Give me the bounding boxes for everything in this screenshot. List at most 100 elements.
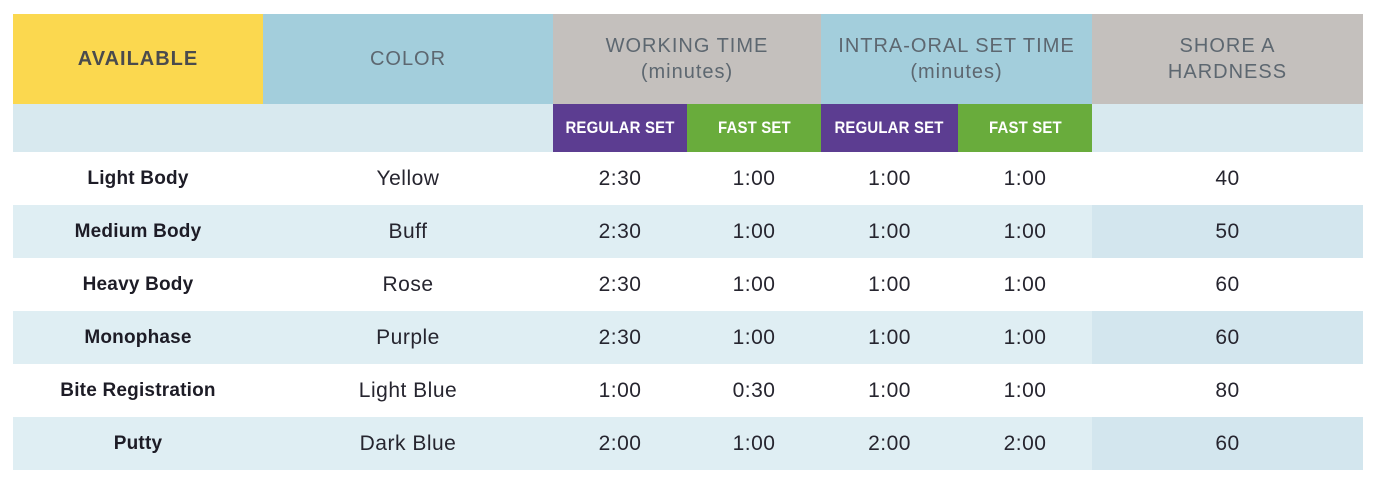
cell-hardness: 40 [1092,152,1363,205]
cell-io-fast: 1:00 [958,205,1092,258]
subheader-wt-regular-set: REGULAR SET [553,104,687,152]
cell-io-regular: 1:00 [821,205,958,258]
color-value: Light Blue [358,378,458,402]
subheader-spacer-right [1092,104,1363,152]
cell-io-fast: 1:00 [958,364,1092,417]
cell-io-fast: 1:00 [958,258,1092,311]
cell-wt-fast: 1:00 [687,258,821,311]
wt-regular-value: 2:00 [598,431,642,455]
cell-wt-regular: 2:30 [553,205,687,258]
cell-io-regular: 1:00 [821,152,958,205]
io-regular-value: 1:00 [868,166,911,190]
wt-regular-value: 1:00 [598,378,642,402]
cell-color: Rose [263,258,553,311]
row-label: Monophase [84,326,192,348]
header-color: COLOR [263,14,553,104]
cell-available: Monophase [13,311,263,364]
io-fast-set-label: FAST SET [988,118,1062,137]
row-label: Heavy Body [82,273,194,295]
hardness-value: 40 [1215,166,1240,190]
cell-hardness: 50 [1092,205,1363,258]
wt-fast-value: 0:30 [732,378,776,402]
wt-regular-set-label: REGULAR SET [565,118,675,137]
cell-wt-regular: 2:30 [553,311,687,364]
cell-hardness: 60 [1092,311,1363,364]
wt-regular-value: 2:30 [598,219,642,243]
spec-table: AVAILABLE COLOR WORKING TIME (minutes) I… [13,14,1363,470]
cell-wt-regular: 2:30 [553,152,687,205]
cell-wt-fast: 1:00 [687,311,821,364]
subheader-wt-fast-set: FAST SET [687,104,821,152]
cell-wt-regular: 2:00 [553,417,687,470]
header-intra-oral-set-time: INTRA-ORAL SET TIME (minutes) [821,14,1092,104]
header-color-label: COLOR [369,48,447,70]
cell-io-regular: 1:00 [821,364,958,417]
wt-fast-value: 1:00 [732,272,776,296]
io-regular-value: 2:00 [868,431,911,455]
cell-color: Dark Blue [263,417,553,470]
cell-available: Light Body [13,152,263,205]
wt-regular-value: 2:30 [598,272,642,296]
header-shore-a-hardness: SHORE A HARDNESS [1092,14,1363,104]
table-header-row: AVAILABLE COLOR WORKING TIME (minutes) I… [13,14,1363,104]
color-value: Buff [388,219,428,243]
hardness-value: 60 [1215,272,1240,296]
cell-color: Yellow [263,152,553,205]
cell-available: Bite Registration [13,364,263,417]
cell-color: Light Blue [263,364,553,417]
wt-fast-value: 1:00 [732,219,776,243]
io-fast-value: 1:00 [1003,219,1047,243]
io-fast-value: 1:00 [1003,272,1047,296]
io-fast-value: 1:00 [1003,166,1047,190]
header-working-time: WORKING TIME (minutes) [553,14,821,104]
cell-color: Buff [263,205,553,258]
io-fast-value: 2:00 [1003,431,1047,455]
wt-fast-value: 1:00 [732,166,776,190]
table-row-putty: Putty Dark Blue 2:00 1:00 2:00 2:00 60 [13,417,1363,470]
io-fast-value: 1:00 [1003,378,1047,402]
table-row-heavy-body: Heavy Body Rose 2:30 1:00 1:00 1:00 60 [13,258,1363,311]
table-row-monophase: Monophase Purple 2:30 1:00 1:00 1:00 60 [13,311,1363,364]
wt-regular-value: 2:30 [598,325,642,349]
hardness-value: 50 [1215,219,1240,243]
io-fast-value: 1:00 [1003,325,1047,349]
cell-io-regular: 1:00 [821,258,958,311]
subheader-io-regular-set: REGULAR SET [821,104,958,152]
row-label: Light Body [87,167,189,189]
color-value: Yellow [376,166,440,190]
cell-available: Heavy Body [13,258,263,311]
io-regular-value: 1:00 [868,272,911,296]
io-regular-value: 1:00 [868,219,911,243]
subheader-spacer-left [13,104,553,152]
row-label: Bite Registration [60,379,216,401]
hardness-value: 60 [1215,431,1240,455]
cell-wt-fast: 0:30 [687,364,821,417]
color-value: Dark Blue [359,431,457,455]
header-intra-oral-label: INTRA-ORAL SET TIME (minutes) [838,35,1075,83]
cell-io-regular: 2:00 [821,417,958,470]
header-shore-label: SHORE A HARDNESS [1167,35,1288,83]
subheader-io-fast-set: FAST SET [958,104,1092,152]
cell-hardness: 60 [1092,417,1363,470]
table-row-medium-body: Medium Body Buff 2:30 1:00 1:00 1:00 50 [13,205,1363,258]
io-regular-value: 1:00 [868,325,911,349]
wt-fast-value: 1:00 [732,325,776,349]
cell-io-fast: 1:00 [958,152,1092,205]
cell-wt-fast: 1:00 [687,205,821,258]
io-regular-set-label: REGULAR SET [834,118,945,137]
cell-wt-regular: 1:00 [553,364,687,417]
cell-io-fast: 2:00 [958,417,1092,470]
row-label: Medium Body [74,220,202,242]
wt-fast-value: 1:00 [732,431,776,455]
table-row-bite-registration: Bite Registration Light Blue 1:00 0:30 1… [13,364,1363,417]
io-regular-value: 1:00 [868,378,911,402]
table-subheader-row: REGULAR SET FAST SET REGULAR SET FAST SE… [13,104,1363,152]
wt-regular-value: 2:30 [598,166,642,190]
hardness-value: 60 [1215,325,1240,349]
cell-color: Purple [263,311,553,364]
table-row-light-body: Light Body Yellow 2:30 1:00 1:00 1:00 40 [13,152,1363,205]
cell-wt-regular: 2:30 [553,258,687,311]
cell-available: Medium Body [13,205,263,258]
cell-hardness: 60 [1092,258,1363,311]
